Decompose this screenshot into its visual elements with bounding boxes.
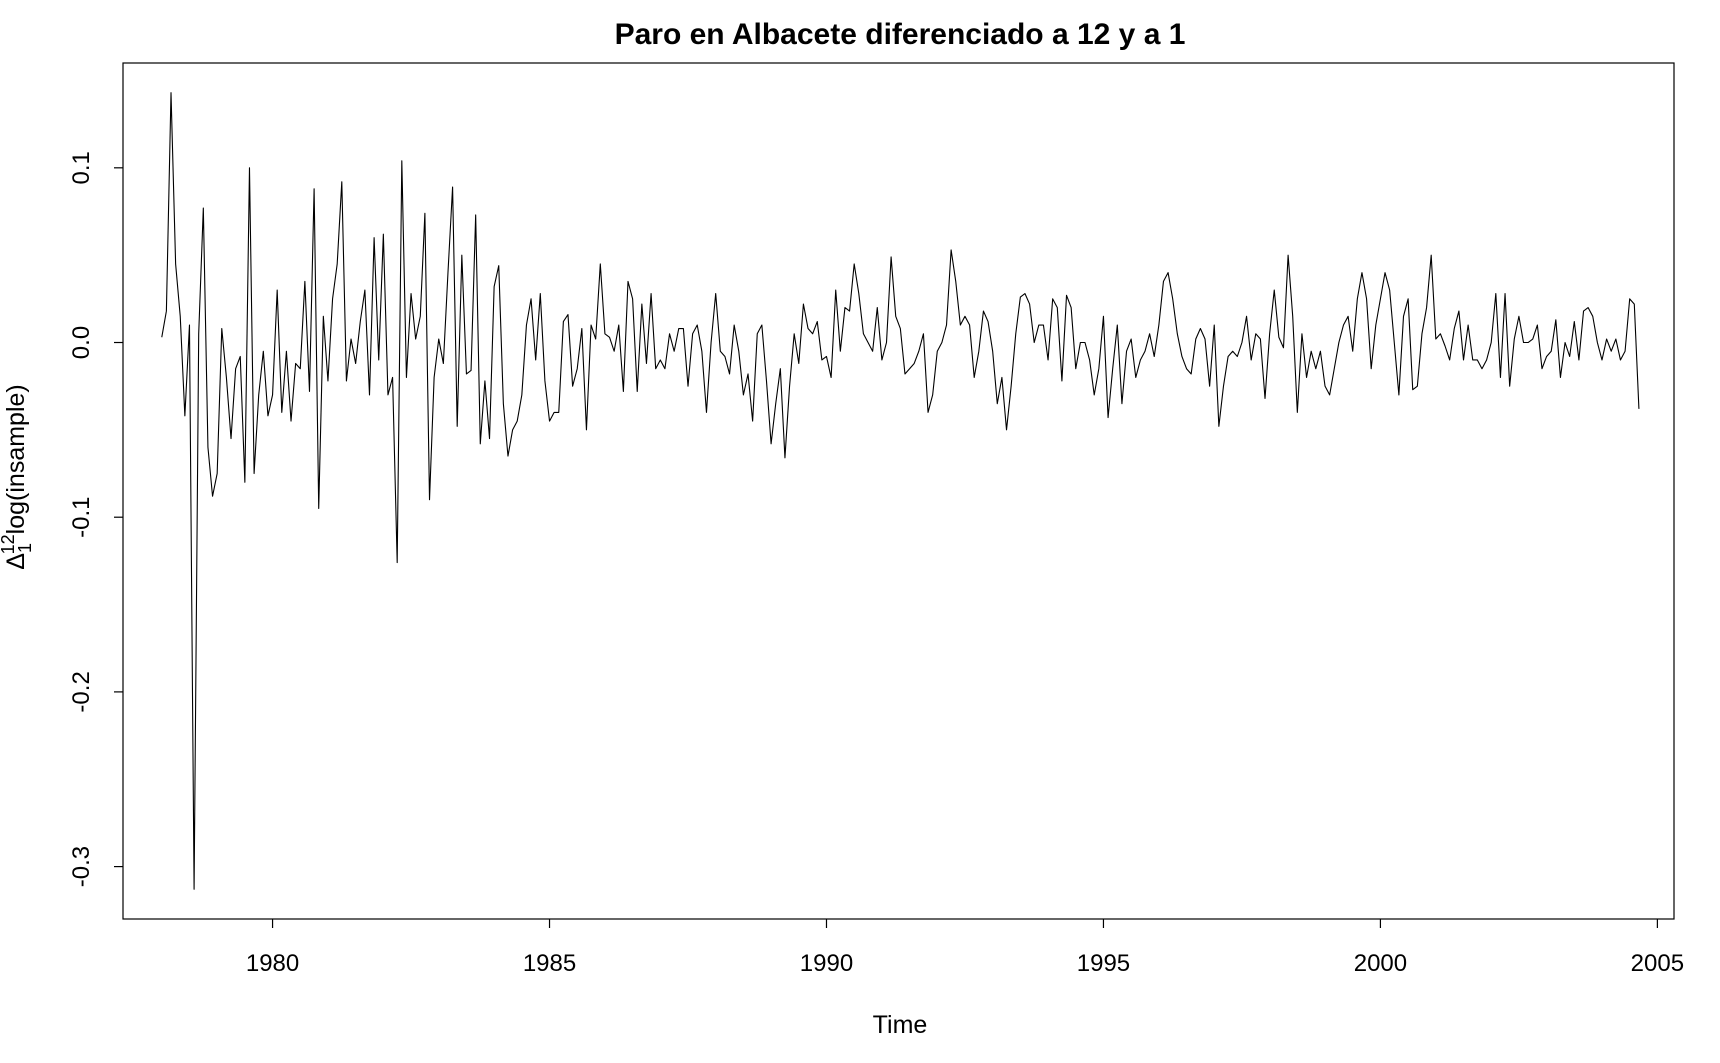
x-tick-label: 1995	[1077, 950, 1130, 977]
x-axis: 1980 1985 1990 1995 2000 2005	[246, 919, 1684, 977]
y-tick-label: 0.1	[68, 151, 95, 184]
x-tick-label: 2000	[1354, 950, 1407, 977]
x-tick-label: 1980	[246, 950, 299, 977]
y-tick-label: -0.3	[68, 846, 95, 887]
x-axis-label: Time	[873, 1011, 928, 1039]
x-tick-label: 2005	[1631, 950, 1684, 977]
y-axis-label: Δ112log(insample)	[0, 384, 35, 569]
y-tick-label: -0.2	[68, 671, 95, 712]
y-axis-label-subscript: 1	[15, 543, 35, 553]
y-axis-label-superscript: 12	[0, 534, 18, 554]
y-axis: -0.3 -0.2 -0.1 0.0 0.1	[68, 151, 123, 887]
y-tick-label: -0.1	[68, 497, 95, 538]
y-tick-label: 0.0	[68, 326, 95, 359]
x-tick-label: 1985	[523, 950, 576, 977]
series-line	[161, 92, 1640, 890]
plot-area-frame	[122, 62, 1675, 920]
x-tick-label: 1990	[800, 950, 853, 977]
y-axis-label-prefix: Δ	[2, 553, 30, 570]
svg-text:Δ112log(insample): Δ112log(insample)	[0, 384, 35, 569]
chart-title: Paro en Albacete diferenciado a 12 y a 1	[615, 18, 1186, 51]
y-axis-label-text: log(insample)	[2, 384, 30, 534]
